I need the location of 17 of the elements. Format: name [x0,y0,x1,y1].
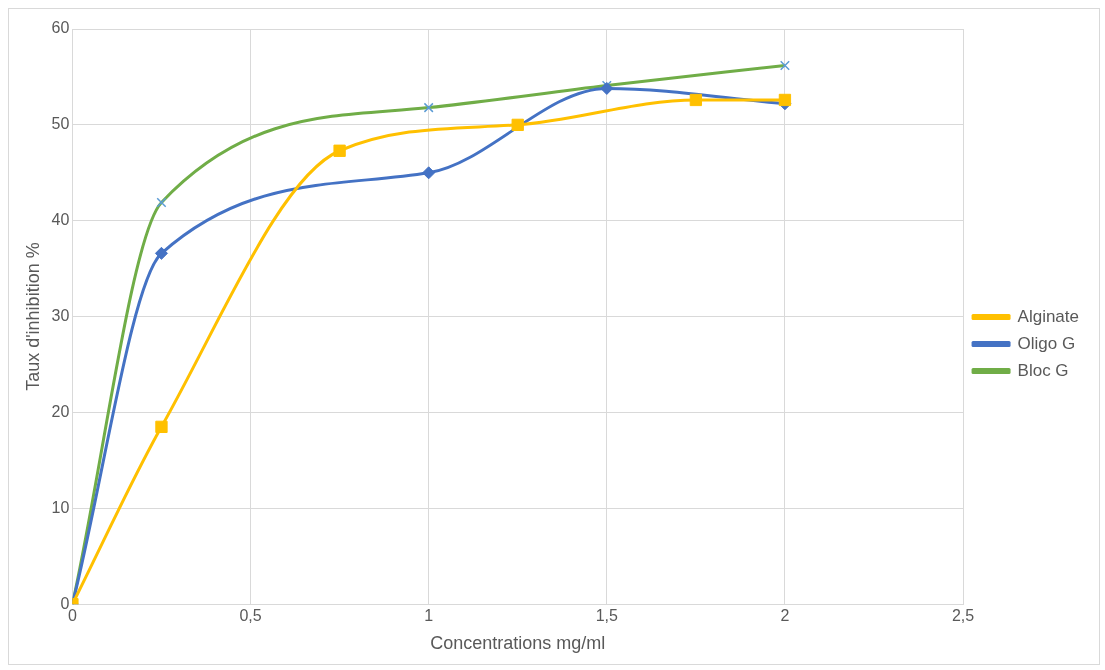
legend-label: Oligo G [1017,333,1076,353]
y-tick-label: 10 [51,498,70,516]
y-tick-label: 40 [51,211,70,229]
x-tick-label: 1 [424,607,434,625]
y-tick-label: 30 [51,307,70,325]
y-axis-title: Taux d'inhibition % [22,242,43,391]
y-tick-label: 60 [51,19,70,37]
y-tick-label: 20 [51,402,70,420]
x-tick-label: 1,5 [595,607,619,625]
x-tick-label: 2 [780,607,790,625]
legend-label: Bloc G [1017,360,1069,380]
x-tick-label: 0,5 [239,607,262,625]
y-tick-label: 50 [51,115,70,133]
x-tick-label: 2,5 [951,607,975,625]
x-axis-title: Concentrations mg/ml [430,633,606,654]
y-tick-label: 0 [60,594,70,612]
legend-label: Alginate [1017,306,1079,326]
